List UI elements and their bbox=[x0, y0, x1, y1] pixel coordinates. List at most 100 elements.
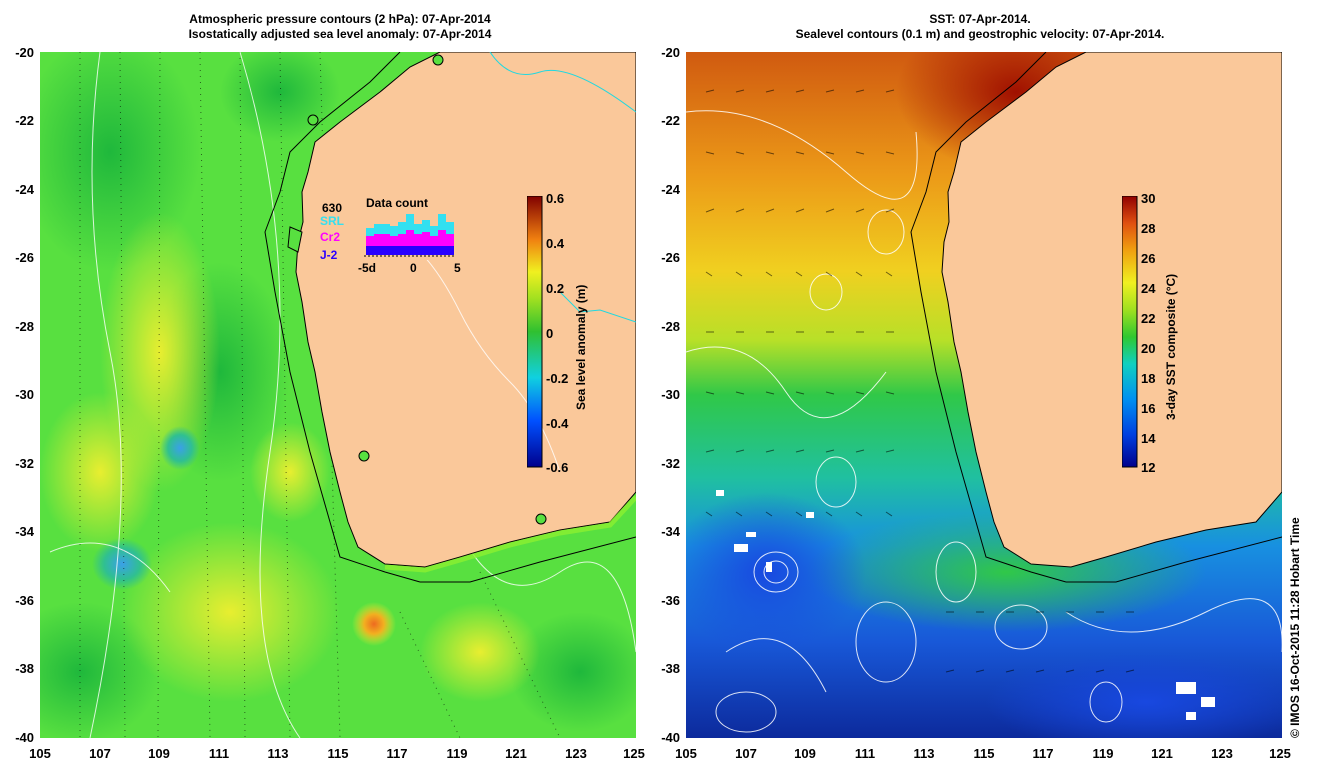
left-title-line1: Atmospheric pressure contours (2 hPa): 0… bbox=[189, 12, 491, 26]
inset-xtick-0: 0 bbox=[410, 261, 417, 275]
sst-cb-tick: 28 bbox=[1141, 221, 1156, 236]
lon-tick: 115 bbox=[327, 746, 349, 761]
sst-cb-tick: 14 bbox=[1141, 431, 1156, 446]
lon-tick: 121 bbox=[505, 746, 527, 761]
lon-tick: 123 bbox=[565, 746, 587, 761]
lon-tick: 119 bbox=[446, 746, 468, 761]
sst-colorbar-label: 3-day SST composite (°C) bbox=[1164, 273, 1178, 420]
sla-cb-tick: 0.4 bbox=[546, 236, 565, 251]
lat-tick: -24 bbox=[15, 182, 34, 197]
inset-total: 630 bbox=[322, 201, 343, 215]
sst-cb-tick: 18 bbox=[1141, 371, 1156, 386]
australia-land bbox=[295, 52, 636, 568]
inset-legend-srl: SRL bbox=[320, 214, 344, 228]
river-2 bbox=[559, 291, 636, 323]
sst-cb-tick: 30 bbox=[1141, 191, 1156, 206]
sla-map bbox=[40, 52, 636, 738]
sla-cb-tick: -0.4 bbox=[546, 416, 569, 431]
lat-tick: -20 bbox=[661, 45, 680, 60]
lat-tick: -20 bbox=[15, 45, 34, 60]
tide-gauge-marker bbox=[307, 114, 319, 126]
inset-legend-cr2: Cr2 bbox=[320, 230, 341, 244]
sla-cb-tick: 0.6 bbox=[546, 191, 565, 206]
sst-cb-tick: 12 bbox=[1141, 460, 1156, 475]
river-1 bbox=[489, 52, 636, 113]
sst-cb-tick: 24 bbox=[1141, 281, 1156, 296]
left-title-line2: Isostatically adjusted sea level anomaly… bbox=[188, 27, 492, 41]
shelf-isobath-sst bbox=[910, 52, 1282, 583]
sst-cb-tick: 22 bbox=[1141, 311, 1156, 326]
sst-cb-tick: 20 bbox=[1141, 341, 1156, 356]
tide-gauge-markers bbox=[307, 54, 547, 525]
sst-map bbox=[686, 52, 1282, 738]
lat-tick: -36 bbox=[15, 593, 34, 608]
lat-tick: -26 bbox=[661, 250, 680, 265]
lon-tick: 105 bbox=[675, 746, 697, 761]
lon-tick: 117 bbox=[1032, 746, 1054, 761]
lon-tick: 115 bbox=[973, 746, 995, 761]
lon-tick: 109 bbox=[148, 746, 170, 761]
sla-cb-tick: -0.2 bbox=[546, 371, 569, 386]
sla-colorbar-label: Sea level anomaly (m) bbox=[574, 284, 588, 410]
lat-tick: -38 bbox=[661, 661, 680, 676]
sst-cb-tick: 26 bbox=[1141, 251, 1156, 266]
lat-tick: -30 bbox=[15, 387, 34, 402]
lon-tick: 107 bbox=[735, 746, 757, 761]
lon-tick: 121 bbox=[1151, 746, 1173, 761]
coastal-fringe bbox=[384, 495, 636, 573]
sla-map-svg bbox=[40, 52, 636, 738]
australia-land-sst bbox=[941, 52, 1282, 568]
lat-tick: -34 bbox=[661, 524, 680, 539]
sla-cb-tick: 0 bbox=[546, 326, 554, 341]
shelf-isobath bbox=[264, 52, 636, 583]
left-title: Atmospheric pressure contours (2 hPa): 0… bbox=[110, 12, 570, 42]
right-title-line2: Sealevel contours (0.1 m) and geostrophi… bbox=[795, 27, 1165, 41]
lon-tick: 117 bbox=[386, 746, 408, 761]
sst-cb-tick: 16 bbox=[1141, 401, 1156, 416]
sst-colorbar bbox=[1122, 196, 1138, 468]
sla-cb-tick: -0.6 bbox=[546, 460, 569, 475]
tide-gauge-marker bbox=[535, 513, 547, 525]
lat-tick: -32 bbox=[661, 456, 680, 471]
lat-tick: -34 bbox=[15, 524, 34, 539]
lat-tick: -38 bbox=[15, 661, 34, 676]
sla-contours bbox=[49, 52, 636, 738]
lon-tick: 125 bbox=[623, 746, 645, 761]
inset-bars bbox=[366, 214, 454, 255]
lat-tick: -24 bbox=[661, 182, 680, 197]
tide-gauge-marker bbox=[358, 450, 370, 462]
lon-tick: 123 bbox=[1211, 746, 1233, 761]
sla-cb-tick: 0.2 bbox=[546, 281, 565, 296]
cloud-mask bbox=[716, 490, 1215, 720]
lat-tick: -26 bbox=[15, 250, 34, 265]
lat-tick: -28 bbox=[15, 319, 34, 334]
lon-tick: 125 bbox=[1269, 746, 1291, 761]
velocity-arrows bbox=[705, 89, 1135, 673]
lon-tick: 109 bbox=[794, 746, 816, 761]
lon-tick: 111 bbox=[208, 746, 230, 761]
lat-tick: -30 bbox=[661, 387, 680, 402]
sla-anomaly-blobs bbox=[40, 52, 636, 738]
lat-tick: -22 bbox=[15, 113, 34, 128]
lon-tick: 113 bbox=[267, 746, 289, 761]
lat-tick: -28 bbox=[661, 319, 680, 334]
right-title-line1: SST: 07-Apr-2014. bbox=[929, 12, 1031, 26]
lon-tick: 111 bbox=[854, 746, 876, 761]
lat-tick: -22 bbox=[661, 113, 680, 128]
sea-level-contours bbox=[686, 110, 1282, 733]
lat-tick: -36 bbox=[661, 593, 680, 608]
lon-tick: 119 bbox=[1092, 746, 1114, 761]
copyright-notice: © IMOS 16-Oct-2015 11:28 Hobart Time bbox=[1288, 517, 1302, 738]
inset-legend-j2: J-2 bbox=[320, 248, 338, 262]
inset-title: Data count bbox=[366, 196, 429, 210]
sst-map-svg bbox=[686, 52, 1282, 738]
lat-tick: -40 bbox=[661, 730, 680, 745]
lat-tick: -32 bbox=[15, 456, 34, 471]
tide-gauge-marker bbox=[432, 54, 444, 66]
inset-xtick-minus5: -5d bbox=[358, 261, 376, 275]
inset-xtick-5: 5 bbox=[454, 261, 461, 275]
data-count-inset bbox=[364, 210, 460, 260]
right-title: SST: 07-Apr-2014. Sealevel contours (0.1… bbox=[700, 12, 1260, 42]
lon-tick: 105 bbox=[29, 746, 51, 761]
lon-tick: 107 bbox=[89, 746, 111, 761]
